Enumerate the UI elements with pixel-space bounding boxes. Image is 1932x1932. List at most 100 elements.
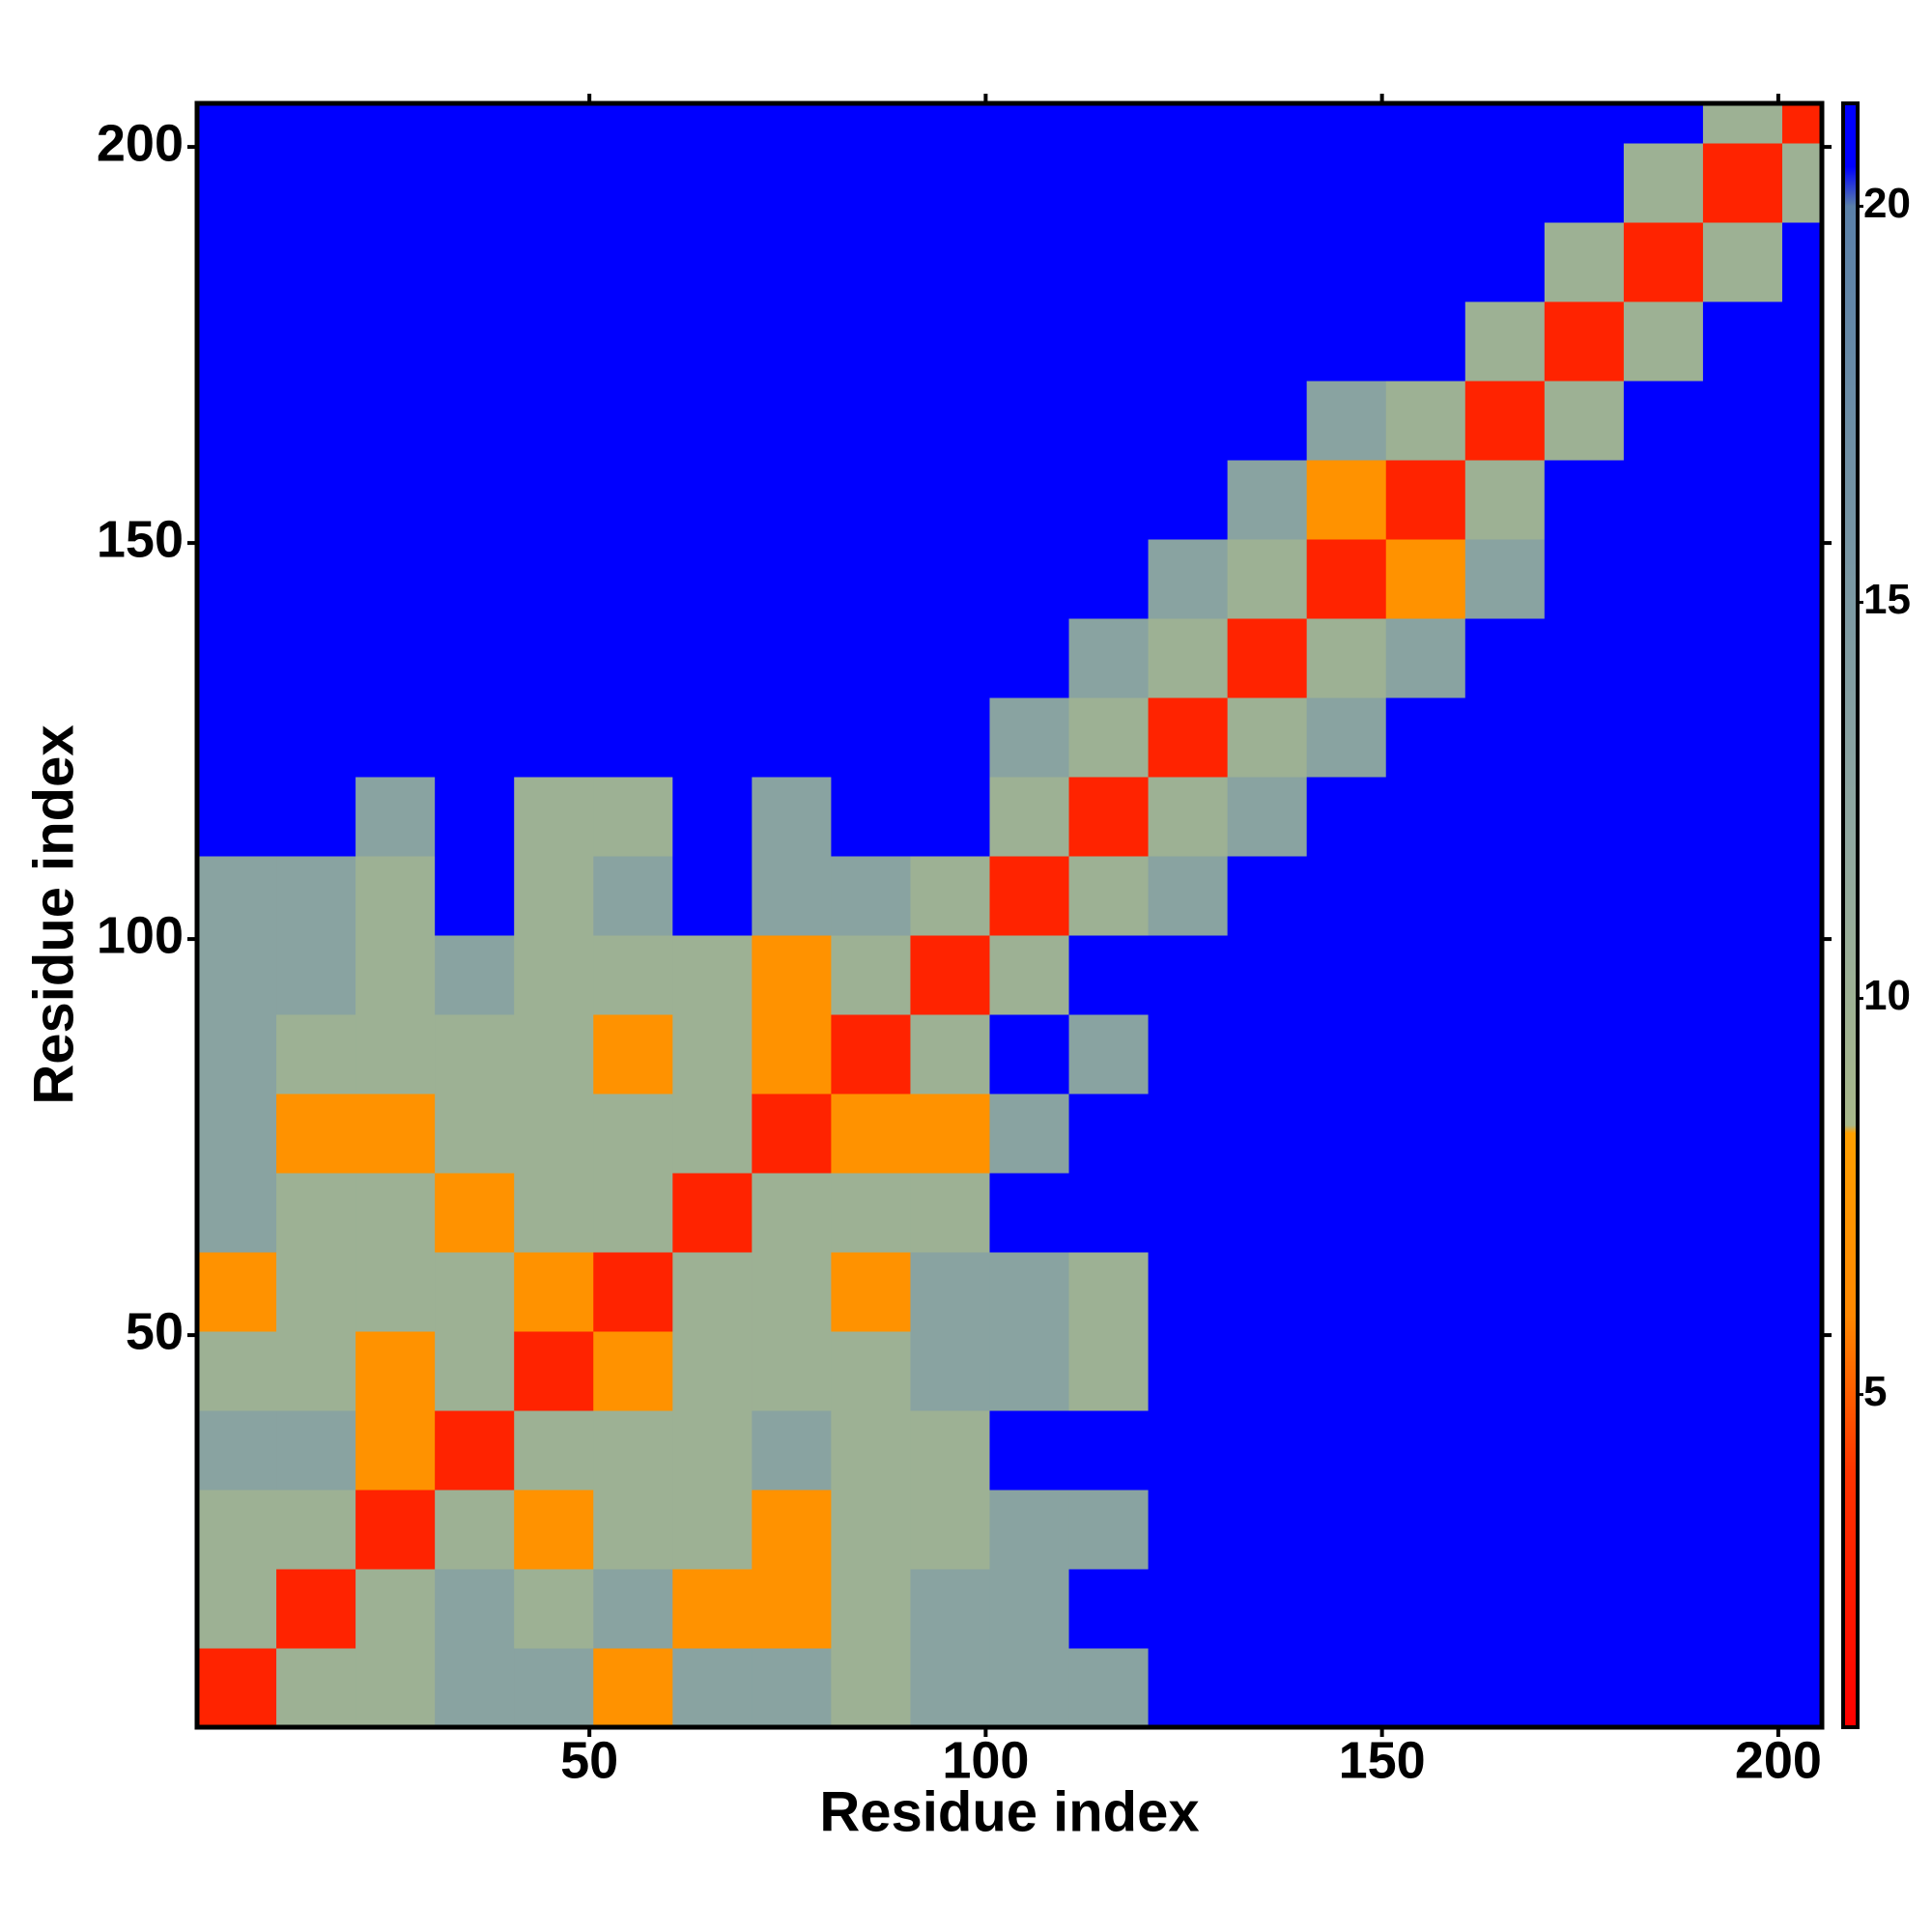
heatmap-cell xyxy=(276,618,356,698)
heatmap-cell xyxy=(1068,618,1150,698)
heatmap-cell xyxy=(1781,618,1823,698)
heatmap-cell xyxy=(1623,777,1704,857)
heatmap-cell xyxy=(831,143,911,223)
heatmap-cell xyxy=(1781,697,1823,778)
heatmap-cell xyxy=(355,1094,436,1174)
heatmap-cell xyxy=(197,460,277,540)
heatmap-cell xyxy=(276,222,356,302)
heatmap-cell xyxy=(1306,539,1387,619)
heatmap-cell xyxy=(1385,1094,1466,1174)
heatmap-cell xyxy=(1385,1331,1466,1411)
heatmap-cell xyxy=(514,618,594,698)
heatmap-cell xyxy=(1227,143,1308,223)
heatmap-cell xyxy=(910,1173,990,1253)
heatmap-cell xyxy=(276,1014,356,1094)
heatmap-cell xyxy=(1623,618,1704,698)
heatmap-cell xyxy=(276,935,356,1015)
y-axis-label: Residue index xyxy=(22,724,85,1104)
heatmap-cell xyxy=(1702,1490,1783,1570)
heatmap-cell xyxy=(197,697,277,778)
heatmap-cell xyxy=(276,1252,356,1332)
heatmap-cell xyxy=(355,1173,436,1253)
heatmap-cell xyxy=(1544,222,1625,302)
heatmap-cell xyxy=(752,935,832,1015)
heatmap-cell xyxy=(1702,1331,1783,1411)
heatmap-cell xyxy=(831,777,911,857)
heatmap-cell xyxy=(1148,1331,1229,1411)
heatmap-cell xyxy=(1068,301,1150,382)
heatmap-cell xyxy=(435,381,515,461)
axes: 50 100 150 200 50 100 150 200 5 10 15 20 xyxy=(97,94,1911,1789)
heatmap-cell xyxy=(672,222,753,302)
heatmap-cell xyxy=(1068,1094,1150,1174)
heatmap-cell xyxy=(910,1014,990,1094)
heatmap-cell xyxy=(1227,1173,1308,1253)
heatmap-cell xyxy=(910,539,990,619)
heatmap-cell xyxy=(831,1252,911,1332)
heatmap-cell xyxy=(276,460,356,540)
heatmap-cell xyxy=(1781,1410,1823,1491)
heatmap-cell xyxy=(989,777,1070,857)
heatmap-cell xyxy=(1464,935,1546,1015)
heatmap-cell xyxy=(989,381,1070,461)
heatmap-cell xyxy=(1148,460,1229,540)
heatmap-cell xyxy=(1306,1014,1387,1094)
heatmap-cell xyxy=(910,381,990,461)
heatmap-cell xyxy=(276,1490,356,1570)
heatmap-cell xyxy=(355,1331,436,1411)
heatmap-cell xyxy=(1781,777,1823,857)
heatmap-cell xyxy=(435,856,515,936)
heatmap-cell xyxy=(1464,1648,1546,1728)
heatmap-cell xyxy=(197,935,277,1015)
heatmap-cell xyxy=(752,381,832,461)
heatmap-cell xyxy=(752,1648,832,1728)
heatmap-cell xyxy=(197,1490,277,1570)
heatmap-cell xyxy=(1464,381,1546,461)
heatmap-cell xyxy=(1544,1252,1625,1332)
heatmap-cell xyxy=(1623,539,1704,619)
heatmap-cell xyxy=(752,1569,832,1649)
heatmap-cell xyxy=(831,618,911,698)
heatmap-cell xyxy=(1148,856,1229,936)
heatmap-cell xyxy=(355,1648,436,1728)
heatmap-cell xyxy=(1781,1252,1823,1332)
heatmap-cell xyxy=(435,697,515,778)
heatmap-cell xyxy=(1544,1569,1625,1649)
heatmap-cell xyxy=(435,1094,515,1174)
heatmap-cell xyxy=(1623,1490,1704,1570)
heatmap-cell xyxy=(1464,1252,1546,1332)
heatmap-cell xyxy=(1148,539,1229,619)
heatmap-cell xyxy=(1544,1331,1625,1411)
heatmap-cell xyxy=(1068,697,1150,778)
heatmap-cell xyxy=(355,697,436,778)
heatmap-cell xyxy=(752,697,832,778)
heatmap-cell xyxy=(1227,935,1308,1015)
heatmap-cell xyxy=(593,1014,673,1094)
heatmap-cell xyxy=(1068,1410,1150,1491)
heatmap-cell xyxy=(435,1252,515,1332)
heatmap-cell xyxy=(989,1331,1070,1411)
heatmap-cell xyxy=(1702,1014,1783,1094)
heatmap-cell xyxy=(1702,1252,1783,1332)
heatmap-cell xyxy=(1623,1252,1704,1332)
heatmap-cell xyxy=(593,103,673,144)
heatmap-cell xyxy=(435,539,515,619)
heatmap-cell xyxy=(831,460,911,540)
heatmap-cell xyxy=(989,460,1070,540)
heatmap-cell xyxy=(593,777,673,857)
heatmap-cell xyxy=(1544,618,1625,698)
heatmap-cell xyxy=(752,222,832,302)
heatmap-cell xyxy=(910,103,990,144)
heatmap-cell xyxy=(197,1014,277,1094)
heatmap-cell xyxy=(1464,856,1546,936)
heatmap-cell xyxy=(989,301,1070,382)
heatmap-cell xyxy=(910,1331,990,1411)
heatmap-cell xyxy=(831,856,911,936)
colorbar-tick-label: 15 xyxy=(1863,576,1911,623)
heatmap-cell xyxy=(989,1252,1070,1332)
heatmap-cell xyxy=(1227,1410,1308,1491)
heatmap-cell xyxy=(514,1648,594,1728)
heatmap-cell xyxy=(1385,1410,1466,1491)
heatmap-cell xyxy=(435,1648,515,1728)
